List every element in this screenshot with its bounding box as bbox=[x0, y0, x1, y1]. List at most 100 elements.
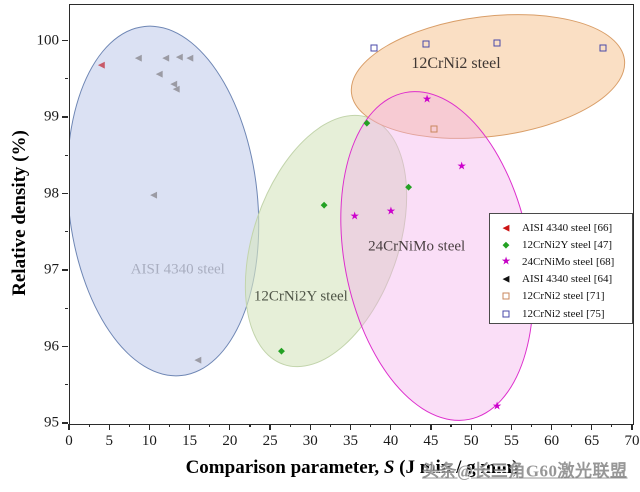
y-tick bbox=[61, 116, 68, 118]
y-tick bbox=[64, 154, 68, 156]
x-tick bbox=[611, 424, 613, 428]
x-tick bbox=[390, 424, 392, 431]
region-label: 12CrNi2 steel bbox=[411, 55, 501, 73]
data-point: ◀ bbox=[175, 51, 183, 62]
legend-item: ◀ AISI 4340 steel [64] bbox=[490, 271, 632, 288]
region-label: 12CrNi2Y steel bbox=[253, 288, 348, 305]
triangle-left-icon: ◀ bbox=[502, 222, 510, 233]
x-tick bbox=[209, 424, 211, 428]
x-tick-label: 0 bbox=[65, 433, 73, 449]
x-axis-title-symbol: S bbox=[383, 457, 395, 478]
square-open-icon bbox=[502, 292, 510, 300]
x-tick-label: 15 bbox=[182, 433, 198, 449]
y-tick-label: 97 bbox=[44, 261, 59, 278]
x-tick-label: 20 bbox=[222, 433, 238, 449]
legend-item: ◀ AISI 4340 steel [66] bbox=[490, 219, 632, 236]
x-tick bbox=[148, 424, 151, 431]
y-tick-label: 98 bbox=[44, 185, 59, 201]
x-axis-title: Comparison parameter, S (J min / g mm) bbox=[186, 457, 519, 479]
y-tick bbox=[61, 422, 68, 424]
data-point: ◀ bbox=[194, 354, 202, 365]
x-tick-label: 50 bbox=[463, 433, 479, 449]
x-tick bbox=[189, 424, 191, 431]
y-tick-label: 100 bbox=[36, 32, 60, 48]
legend-item-label: 12CrNi2 steel [71] bbox=[522, 290, 605, 303]
square-open-icon bbox=[502, 310, 510, 318]
data-point: ◀ bbox=[97, 59, 105, 70]
x-tick bbox=[329, 424, 331, 428]
data-point: ◀ bbox=[162, 52, 170, 63]
star-icon: ★ bbox=[501, 255, 511, 268]
x-tick bbox=[168, 424, 171, 428]
x-tick-label: 65 bbox=[584, 433, 600, 449]
data-point: ◆ bbox=[363, 117, 371, 128]
legend-item-label: 24CrNiMo steel [68] bbox=[522, 255, 615, 268]
legend-item: ★ 24CrNiMo steel [68] bbox=[490, 253, 632, 270]
data-point bbox=[599, 44, 607, 52]
legend-item: 12CrNi2 steel [75] bbox=[490, 305, 632, 322]
y-tick bbox=[64, 307, 68, 309]
x-tick bbox=[349, 424, 352, 431]
data-point bbox=[493, 39, 501, 47]
x-tick bbox=[108, 424, 110, 431]
triangle-left-icon: ◀ bbox=[502, 273, 510, 284]
data-point: ◀ bbox=[150, 189, 158, 199]
legend-item-label: AISI 4340 steel [64] bbox=[522, 273, 613, 286]
x-tick-label: 35 bbox=[343, 433, 358, 449]
diamond-icon: ◆ bbox=[502, 239, 510, 250]
y-tick bbox=[61, 192, 68, 195]
data-point: ◆ bbox=[320, 199, 328, 210]
data-point: ◆ bbox=[278, 345, 285, 356]
region-label: 24CrNiMo steel bbox=[368, 238, 466, 255]
x-tick-label: 55 bbox=[503, 433, 519, 449]
x-tick bbox=[88, 424, 90, 428]
x-tick bbox=[269, 424, 271, 431]
x-tick bbox=[229, 424, 231, 431]
x-tick bbox=[631, 424, 633, 431]
x-tick bbox=[510, 424, 512, 431]
x-tick-label: 10 bbox=[141, 433, 157, 449]
x-tick bbox=[370, 424, 372, 428]
x-tick bbox=[470, 424, 472, 431]
legend-item-label: 12CrNi2 steel [75] bbox=[522, 307, 605, 320]
x-axis-title-suffix: (J min / g mm) bbox=[394, 457, 519, 478]
x-tick bbox=[490, 424, 492, 428]
x-tick-label: 60 bbox=[544, 433, 560, 449]
x-tick bbox=[530, 424, 533, 428]
watermark: 头条@长三角G60激光联盟 bbox=[422, 461, 628, 481]
x-tick bbox=[550, 424, 553, 431]
y-tick-label: 96 bbox=[44, 338, 59, 354]
x-tick bbox=[128, 424, 130, 428]
y-tick bbox=[64, 78, 68, 80]
x-tick bbox=[68, 424, 70, 431]
y-tick bbox=[61, 39, 68, 42]
y-tick bbox=[61, 269, 68, 271]
data-point bbox=[430, 125, 438, 133]
x-tick-label: 5 bbox=[105, 433, 113, 449]
y-tick bbox=[64, 231, 68, 233]
data-point: ◀ bbox=[155, 68, 163, 79]
x-tick bbox=[450, 424, 452, 428]
y-tick bbox=[64, 384, 68, 386]
y-axis-title: Relative density (%) bbox=[9, 130, 30, 296]
AISI-4340-steel-zone bbox=[70, 15, 276, 386]
data-point: ◀ bbox=[134, 52, 142, 63]
x-tick-label: 70 bbox=[624, 433, 640, 449]
y-tick-label: 95 bbox=[44, 414, 59, 431]
x-tick bbox=[571, 424, 573, 428]
x-tick bbox=[309, 424, 311, 431]
y-tick-label: 99 bbox=[44, 108, 59, 125]
x-tick-label: 30 bbox=[302, 433, 318, 449]
data-point: ★ bbox=[385, 205, 396, 218]
data-point: ◀ bbox=[172, 83, 180, 94]
x-tick bbox=[430, 424, 432, 431]
data-point: ◀ bbox=[170, 78, 178, 89]
legend-item-label: AISI 4340 steel [66] bbox=[522, 221, 613, 234]
data-point: ★ bbox=[492, 400, 502, 413]
legend-item-label: 12CrNi2Y steel [47] bbox=[522, 238, 613, 251]
region-label: AISI 4340 steel bbox=[130, 261, 225, 278]
x-tick-label: 25 bbox=[262, 433, 278, 449]
x-tick bbox=[410, 424, 412, 428]
legend-item: ◆ 12CrNi2Y steel [47] bbox=[490, 236, 632, 253]
